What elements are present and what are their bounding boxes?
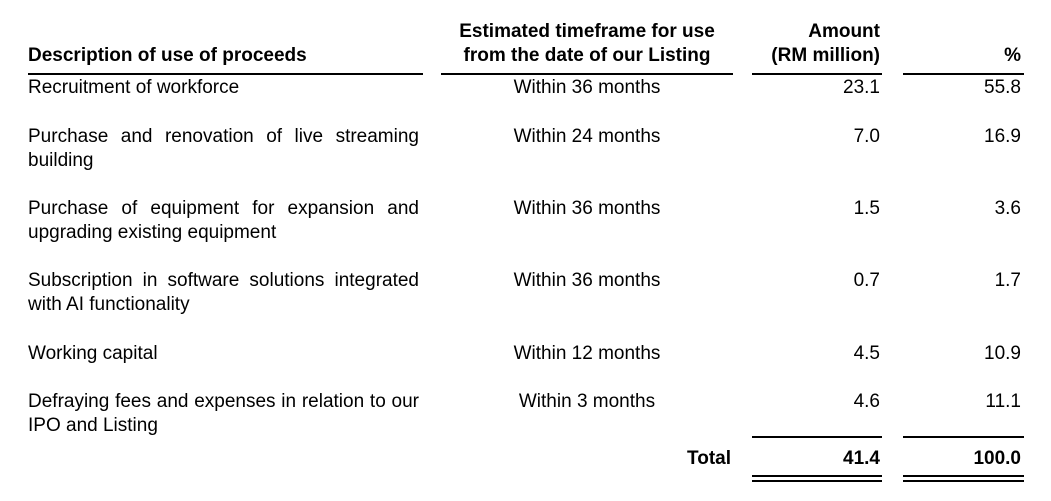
header-rule-amount [752,73,882,75]
row-2-percent: 16.9 [984,126,1021,147]
row-6-description: Defraying fees and expenses in relation … [28,391,419,436]
row-2-timeframe: Within 24 months [513,126,661,147]
row-6-amount: 4.6 [853,391,880,412]
header-amount-line2: (RM million) [771,45,880,66]
row-2-description: Purchase and renovation of live streamin… [28,126,419,171]
row-4-description: Subscription in software solutions integ… [28,270,419,315]
row-4-amount: 0.7 [853,270,880,291]
total-top-rule-amount [752,436,882,438]
header-rule-timeframe [441,73,733,75]
header-amount-line1: Amount [808,21,880,42]
row-4-percent: 1.7 [994,270,1021,291]
header-percent: % [1004,45,1021,66]
row-3-percent: 3.6 [994,198,1021,219]
row-6-percent: 11.1 [985,391,1021,412]
total-bottom-rule-percent [903,475,1024,482]
row-1-timeframe: Within 36 months [513,77,661,98]
row-3-timeframe: Within 36 months [513,198,661,219]
total-label: Total [687,448,731,469]
row-5-description: Working capital [28,343,158,364]
header-timeframe-line1: Estimated timeframe for use [459,21,715,42]
row-2-amount: 7.0 [853,126,880,147]
row-6-timeframe: Within 3 months [518,391,656,412]
row-4-timeframe: Within 36 months [513,270,661,291]
row-5-timeframe: Within 12 months [513,343,661,364]
row-1-description: Recruitment of workforce [28,77,240,98]
total-percent: 100.0 [973,448,1021,469]
row-3-description: Purchase of equipment for expansion and … [28,198,419,243]
row-5-amount: 4.5 [853,343,880,364]
row-1-amount: 23.1 [843,77,880,98]
header-description: Description of use of proceeds [28,45,307,66]
total-amount: 41.4 [843,448,880,469]
header-timeframe-line2: from the date of our Listing [463,45,711,66]
row-1-percent: 55.8 [984,77,1021,98]
total-bottom-rule-amount [752,475,882,482]
header-rule-description [28,73,423,75]
total-top-rule-percent [903,436,1024,438]
row-5-percent: 10.9 [984,343,1021,364]
header-rule-percent [903,73,1024,75]
row-3-amount: 1.5 [853,198,880,219]
